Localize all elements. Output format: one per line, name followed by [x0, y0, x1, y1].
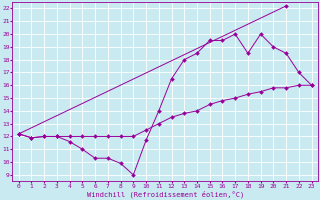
X-axis label: Windchill (Refroidissement éolien,°C): Windchill (Refroidissement éolien,°C): [86, 190, 244, 198]
